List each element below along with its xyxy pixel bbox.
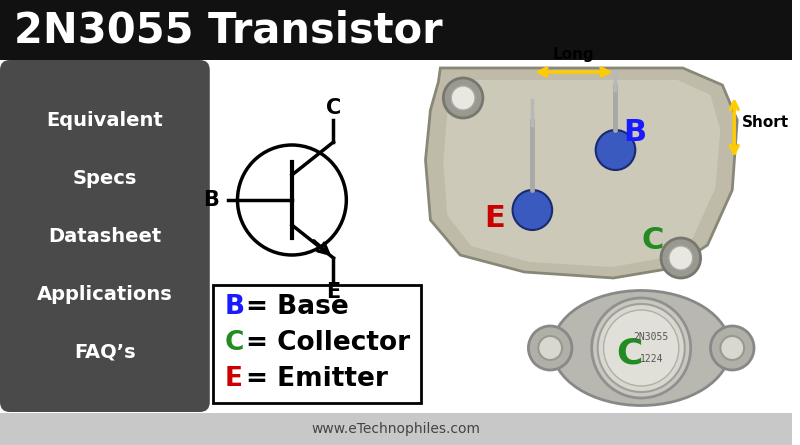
Circle shape — [598, 304, 685, 392]
Text: B: B — [623, 117, 646, 146]
FancyBboxPatch shape — [213, 285, 421, 403]
Text: B: B — [203, 190, 218, 210]
Ellipse shape — [552, 291, 730, 405]
Text: E: E — [326, 282, 341, 302]
Circle shape — [669, 246, 693, 270]
Circle shape — [604, 310, 679, 386]
Text: C: C — [225, 330, 244, 356]
Text: www.eTechnophiles.com: www.eTechnophiles.com — [311, 422, 480, 436]
Text: 1224: 1224 — [639, 354, 663, 364]
Circle shape — [592, 298, 690, 398]
Polygon shape — [443, 80, 720, 267]
Circle shape — [720, 336, 744, 360]
Polygon shape — [426, 68, 738, 278]
Circle shape — [513, 190, 552, 230]
Text: Applications: Applications — [37, 284, 173, 303]
Circle shape — [443, 78, 483, 118]
Text: Equivalent: Equivalent — [46, 110, 163, 129]
Circle shape — [451, 86, 475, 110]
Text: = Base: = Base — [246, 294, 349, 320]
Text: 2N3055: 2N3055 — [634, 332, 669, 342]
Text: E: E — [225, 366, 242, 392]
Text: Datasheet: Datasheet — [48, 227, 162, 246]
Text: Short: Short — [742, 115, 790, 130]
Circle shape — [596, 130, 635, 170]
Circle shape — [529, 326, 572, 370]
Text: = Collector: = Collector — [246, 330, 410, 356]
FancyBboxPatch shape — [0, 60, 210, 412]
Text: B: B — [225, 294, 245, 320]
Text: Long: Long — [553, 47, 594, 62]
Circle shape — [710, 326, 754, 370]
Text: C: C — [616, 336, 642, 370]
Circle shape — [538, 336, 562, 360]
Text: Specs: Specs — [73, 169, 137, 187]
Text: C: C — [642, 226, 663, 255]
Text: FAQ’s: FAQ’s — [74, 343, 136, 361]
Text: 2N3055 Transistor: 2N3055 Transistor — [14, 9, 442, 51]
FancyBboxPatch shape — [0, 413, 792, 445]
Text: E: E — [484, 203, 505, 232]
Text: = Emitter: = Emitter — [246, 366, 388, 392]
Text: C: C — [326, 98, 341, 118]
FancyBboxPatch shape — [0, 0, 792, 60]
Circle shape — [661, 238, 701, 278]
